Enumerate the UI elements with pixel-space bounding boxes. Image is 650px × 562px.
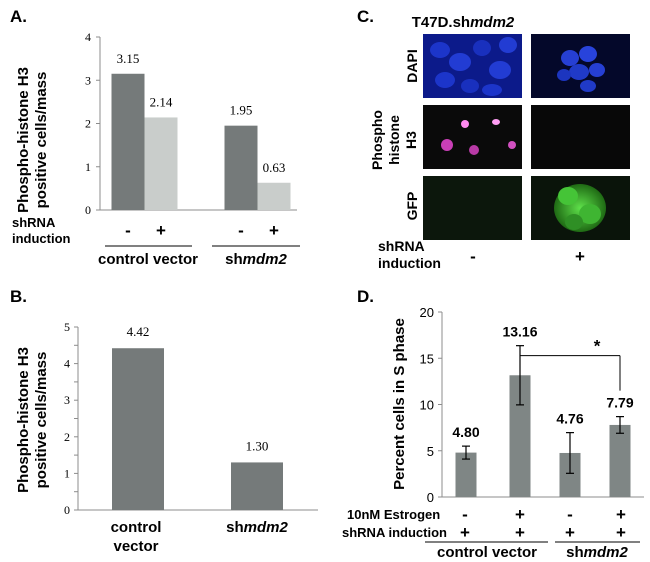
panel-b-bar bbox=[112, 348, 164, 510]
panel-a-sign-1: - bbox=[125, 221, 131, 240]
micrograph-col-sign-2: + bbox=[575, 247, 585, 266]
panel-b-chart: 0 1 2 3 4 5 4.42 1.30 bbox=[64, 320, 318, 517]
panel-d-shrna-sign-2: + bbox=[515, 523, 525, 542]
panel-label-c: C. bbox=[357, 7, 374, 26]
panel-b-y-tick-label: 1 bbox=[64, 466, 70, 480]
panel-b-y-tick-label: 5 bbox=[64, 320, 70, 334]
panel-d-estrogen-sign-1: - bbox=[462, 505, 468, 524]
panel-a-sign-4: + bbox=[269, 221, 279, 240]
panel-d-group-shmdm2: shmdm2 bbox=[566, 544, 628, 561]
panel-a-y-tick-label: 3 bbox=[85, 73, 91, 87]
panel-b-y-tick-label: 0 bbox=[64, 503, 70, 517]
panel-d-group-control-vector: control vector bbox=[437, 544, 537, 561]
panel-d-estrogen-label: 10nM Estrogen bbox=[347, 507, 440, 522]
panel-d-y-tick-label: 5 bbox=[427, 444, 434, 459]
panel-a-y-tick-label: 0 bbox=[85, 203, 91, 217]
panel-a-bar bbox=[224, 125, 258, 210]
panel-b-y-tick-label: 3 bbox=[64, 393, 70, 407]
panel-d-shrna-label: shRNA induction bbox=[342, 525, 447, 540]
panel-a-value-label: 3.15 bbox=[117, 51, 140, 66]
panel-b-category-control-line2: vector bbox=[113, 538, 158, 555]
panel-d-y-tick-label: 0 bbox=[427, 490, 434, 505]
panel-a-bar bbox=[257, 182, 291, 210]
panel-d-estrogen-sign-2: + bbox=[515, 505, 525, 524]
panel-d-significance-marker: * bbox=[594, 337, 601, 356]
panel-b-value-label: 1.30 bbox=[246, 438, 269, 453]
panel-d-bar bbox=[509, 375, 531, 497]
panel-d-shrna-sign-3: + bbox=[565, 523, 575, 542]
panel-a-ylabel-line2: positive cells/mass bbox=[33, 72, 50, 209]
panel-a-ylabel-line1: Phospho-histone H3 bbox=[15, 67, 32, 213]
panel-d-bar bbox=[455, 452, 477, 497]
panel-d-y-tick-label: 10 bbox=[420, 398, 434, 413]
panel-d-y-tick-label: 15 bbox=[420, 351, 434, 366]
panel-a-value-label: 2.14 bbox=[150, 94, 173, 109]
panel-d-value-label: 4.76 bbox=[556, 411, 583, 427]
panel-a-y-tick-label: 4 bbox=[85, 30, 91, 44]
panel-d-y-tick-label: 20 bbox=[420, 305, 434, 320]
micrograph-title: T47D.shmdm2 bbox=[412, 14, 515, 31]
panel-b-value-label: 4.42 bbox=[127, 324, 150, 339]
panel-label-b: B. bbox=[10, 287, 27, 306]
panel-d-shrna-sign-4: + bbox=[616, 523, 626, 542]
panel-a-sign-2: + bbox=[156, 221, 166, 240]
panel-b-bar bbox=[231, 462, 283, 510]
panel-a-bar bbox=[111, 73, 145, 210]
panel-a-condition-label-line1: shRNA bbox=[12, 215, 56, 230]
panel-a-group-control-vector: control vector bbox=[98, 251, 198, 268]
panel-a-condition-label-line2: induction bbox=[12, 231, 71, 246]
panel-a-y-tick-label: 2 bbox=[85, 117, 91, 131]
panel-label-a: A. bbox=[10, 7, 27, 26]
panel-d-estrogen-sign-4: + bbox=[616, 505, 626, 524]
panel-label-d: D. bbox=[357, 287, 374, 306]
panel-d-bar bbox=[559, 452, 581, 497]
row-label-ph3-line1: Phospho bbox=[369, 110, 385, 170]
panel-a-value-label: 1.95 bbox=[230, 103, 253, 118]
micrograph-gfp-uninduced bbox=[423, 176, 522, 240]
panel-a-group-shmdm2: shmdm2 bbox=[225, 251, 287, 268]
panel-b-category-shmdm2: shmdm2 bbox=[226, 519, 288, 536]
panel-b-ylabel-line1: Phospho-histone H3 bbox=[15, 347, 32, 493]
row-label-ph3-line3: H3 bbox=[403, 131, 419, 149]
panel-d-ylabel: Percent cells in S phase bbox=[391, 318, 408, 490]
micrograph-ph3-uninduced bbox=[423, 105, 522, 169]
panel-b-category-control-line1: control bbox=[111, 519, 162, 536]
panel-d-chart: 0 5 10 15 20 4.80 13.16 4.76 7.79 * bbox=[420, 305, 644, 505]
micrograph-induction-label-line1: shRNA bbox=[378, 238, 425, 254]
panel-b-y-tick-label: 4 bbox=[64, 357, 70, 371]
panel-a-y-tick-label: 1 bbox=[85, 160, 91, 174]
row-label-gfp: GFP bbox=[404, 192, 420, 221]
panel-a-chart: 0 1 2 3 4 3.15 2.14 1.95 0.63 bbox=[85, 30, 297, 217]
panel-d-shrna-sign-1: + bbox=[460, 523, 470, 542]
panel-b-y-tick-label: 2 bbox=[64, 430, 70, 444]
micrograph-col-sign-1: - bbox=[470, 247, 476, 266]
row-label-ph3-line2: histone bbox=[386, 115, 402, 165]
micrograph-induction-label-line2: induction bbox=[378, 255, 441, 271]
panel-a-bar bbox=[144, 117, 178, 210]
panel-d-value-label: 4.80 bbox=[452, 424, 479, 440]
panel-a-sign-3: - bbox=[238, 221, 244, 240]
panel-b-ylabel-line2: positive cells/mass bbox=[33, 352, 50, 489]
panel-d-bar bbox=[609, 424, 631, 497]
panel-a-value-label: 0.63 bbox=[263, 160, 286, 175]
micrograph-ph3-induced bbox=[531, 105, 630, 169]
panel-d-estrogen-sign-3: - bbox=[567, 505, 573, 524]
panel-d-value-label: 7.79 bbox=[606, 395, 633, 411]
panel-d-value-label: 13.16 bbox=[502, 324, 537, 340]
row-label-dapi: DAPI bbox=[404, 49, 420, 82]
